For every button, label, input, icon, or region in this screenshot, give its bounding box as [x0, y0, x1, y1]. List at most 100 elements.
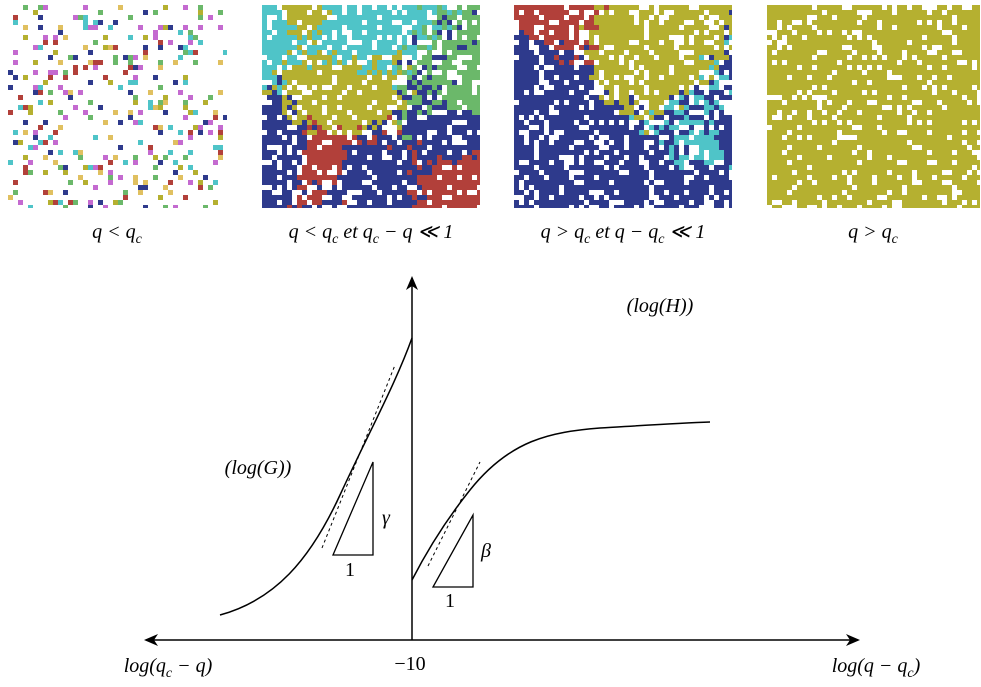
pixel: [272, 180, 277, 185]
pixel: [397, 190, 402, 195]
pixel: [13, 140, 18, 145]
pixel: [887, 90, 892, 95]
pixel: [287, 120, 292, 125]
pixel: [317, 100, 322, 105]
pixel: [287, 80, 292, 85]
pixel: [807, 190, 812, 195]
pixel: [694, 200, 699, 205]
pixel: [432, 145, 437, 150]
pixel: [912, 130, 917, 135]
pixel: [88, 165, 93, 170]
pixel: [639, 105, 644, 110]
pixel: [392, 55, 397, 60]
pixel: [272, 100, 277, 105]
pixel: [432, 65, 437, 70]
pixel: [83, 5, 88, 10]
pixel: [307, 95, 312, 100]
pixel: [442, 70, 447, 75]
pixel: [907, 145, 912, 150]
pixel: [629, 165, 634, 170]
pixel: [564, 45, 569, 50]
pixel: [397, 115, 402, 120]
pixel: [402, 190, 407, 195]
pixel: [704, 65, 709, 70]
pixel: [902, 145, 907, 150]
pixel: [609, 175, 614, 180]
pixel: [937, 35, 942, 40]
pixel: [599, 60, 604, 65]
pixel: [827, 85, 832, 90]
pixel: [832, 85, 837, 90]
pixel: [847, 130, 852, 135]
pixel: [857, 130, 862, 135]
pixel: [802, 65, 807, 70]
pixel: [594, 170, 599, 175]
pixel: [272, 195, 277, 200]
pixel: [382, 105, 387, 110]
pixel: [372, 80, 377, 85]
pixel: [719, 180, 724, 185]
pixel: [902, 25, 907, 30]
pixel: [772, 190, 777, 195]
pixel: [462, 60, 467, 65]
pixel: [907, 70, 912, 75]
pixel: [392, 205, 397, 208]
pixel: [123, 195, 128, 200]
pixel: [377, 80, 382, 85]
pixel: [462, 185, 467, 190]
pixel: [777, 60, 782, 65]
pixel: [437, 200, 442, 205]
pixel: [932, 125, 937, 130]
pixel: [287, 165, 292, 170]
pixel: [917, 160, 922, 165]
pixel: [133, 120, 138, 125]
pixel: [477, 45, 480, 50]
pixel: [812, 135, 817, 140]
pixel: [649, 160, 654, 165]
pixel: [317, 50, 322, 55]
pixel: [792, 75, 797, 80]
pixel: [852, 40, 857, 45]
pixel: [674, 170, 679, 175]
pixel: [594, 5, 599, 10]
pixel: [103, 120, 108, 125]
pixel: [312, 200, 317, 205]
pixel: [133, 80, 138, 85]
pixel: [902, 20, 907, 25]
pixel: [594, 55, 599, 60]
pixel: [559, 120, 564, 125]
pixel: [457, 200, 462, 205]
pixel: [704, 80, 709, 85]
pixel: [887, 180, 892, 185]
pixel: [852, 15, 857, 20]
pixel: [584, 85, 589, 90]
pixel: [614, 10, 619, 15]
pixel: [787, 120, 792, 125]
pixel: [902, 125, 907, 130]
pixel: [272, 165, 277, 170]
pixel: [133, 180, 138, 185]
pixel: [767, 45, 772, 50]
pixel: [467, 100, 472, 105]
pixel: [967, 45, 972, 50]
pixel: [639, 165, 644, 170]
pixel: [589, 95, 594, 100]
pixel: [48, 90, 53, 95]
pixel: [604, 20, 609, 25]
pixel: [639, 130, 644, 135]
pixel: [664, 110, 669, 115]
pixel: [574, 175, 579, 180]
pixel: [153, 10, 158, 15]
pixel: [802, 200, 807, 205]
pixel: [952, 65, 957, 70]
pixel: [847, 25, 852, 30]
pixel: [917, 55, 922, 60]
pixel: [173, 60, 178, 65]
pixel: [267, 130, 272, 135]
pixel: [58, 125, 63, 130]
pixel: [787, 180, 792, 185]
pixel: [519, 75, 524, 80]
pixel: [589, 15, 594, 20]
pixel: [584, 175, 589, 180]
pixel: [218, 10, 223, 15]
